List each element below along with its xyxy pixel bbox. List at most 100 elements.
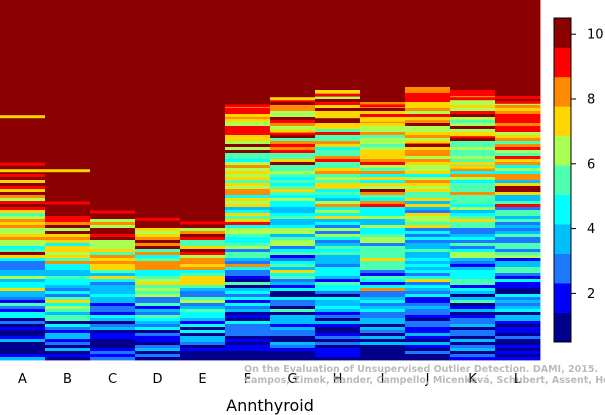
heatmap-cell	[90, 324, 136, 328]
heatmap-cell	[180, 282, 226, 286]
heatmap-cell	[360, 228, 406, 232]
heatmap-cell	[405, 195, 451, 199]
heatmap-cell	[405, 147, 451, 151]
heatmap-cell	[270, 57, 316, 61]
heatmap-cell	[270, 111, 316, 115]
heatmap-cell	[45, 135, 91, 139]
heatmap-cell	[270, 237, 316, 241]
heatmap-cell	[0, 282, 46, 286]
heatmap-cell	[180, 120, 226, 124]
heatmap-cell	[315, 237, 361, 241]
heatmap-cell	[225, 99, 271, 103]
heatmap-cell	[315, 84, 361, 88]
heatmap-cell	[315, 249, 361, 253]
heatmap-cell	[225, 39, 271, 43]
heatmap-cell	[90, 171, 136, 175]
heatmap-cell	[225, 18, 271, 22]
heatmap-cell	[45, 105, 91, 109]
heatmap-cell	[270, 186, 316, 190]
heatmap-cell	[360, 156, 406, 160]
heatmap-cell	[45, 276, 91, 280]
heatmap-cell	[90, 300, 136, 304]
heatmap-cell	[45, 297, 91, 301]
heatmap-cell	[270, 27, 316, 31]
heatmap-cell	[45, 156, 91, 160]
heatmap-cell	[270, 336, 316, 340]
heatmap-cell	[45, 9, 91, 13]
heatmap-cell	[0, 78, 46, 82]
heatmap-cell	[180, 276, 226, 280]
heatmap-cell	[270, 327, 316, 331]
heatmap-cell	[495, 162, 541, 166]
heatmap-cell	[90, 312, 136, 316]
heatmap-cell	[360, 60, 406, 64]
heatmap-cell	[315, 90, 361, 94]
heatmap-cell	[360, 144, 406, 148]
heatmap-cell	[180, 48, 226, 52]
heatmap-cell	[405, 327, 451, 331]
heatmap-cell	[0, 117, 46, 121]
heatmap-band-yellow	[270, 129, 316, 133]
heatmap-cell	[405, 312, 451, 316]
heatmap-cell	[45, 30, 91, 34]
heatmap-cell	[135, 57, 181, 61]
heatmap-cell	[180, 294, 226, 298]
heatmap-cell	[90, 249, 136, 253]
heatmap-cell	[315, 288, 361, 292]
heatmap-cell	[450, 123, 496, 127]
heatmap-cell	[0, 216, 46, 220]
heatmap-cell	[45, 252, 91, 256]
heatmap-cell	[495, 324, 541, 328]
heatmap-cell	[225, 255, 271, 259]
x-tick-label-a: A	[18, 372, 27, 387]
heatmap-cell	[0, 87, 46, 91]
heatmap-cell	[360, 246, 406, 250]
heatmap-cell	[360, 213, 406, 217]
heatmap-cell	[405, 213, 451, 217]
heatmap-cell	[180, 147, 226, 151]
heatmap-cell	[270, 48, 316, 52]
heatmap-cell	[270, 15, 316, 19]
heatmap-cell	[45, 306, 91, 310]
heatmap-cell	[360, 324, 406, 328]
heatmap-grid	[0, 0, 541, 361]
heatmap-cell	[315, 123, 361, 127]
heatmap-cell	[135, 288, 181, 292]
heatmap-cell	[0, 321, 46, 325]
heatmap-cell	[45, 309, 91, 313]
heatmap-cell	[45, 12, 91, 16]
heatmap-cell	[45, 303, 91, 307]
heatmap-cell	[270, 150, 316, 154]
heatmap-band-yellow	[405, 104, 451, 108]
heatmap-cell	[405, 291, 451, 295]
heatmap-cell	[270, 291, 316, 295]
heatmap-cell	[0, 147, 46, 151]
heatmap-cell	[270, 123, 316, 127]
heatmap-cell	[405, 42, 451, 46]
heatmap-cell	[135, 213, 181, 217]
heatmap-cell	[180, 252, 226, 256]
heatmap-cell	[495, 180, 541, 184]
colorbar	[553, 17, 572, 343]
heatmap-cell	[135, 258, 181, 262]
heatmap-cell	[90, 297, 136, 301]
heatmap-cell	[495, 153, 541, 157]
heatmap-cell	[405, 0, 451, 4]
heatmap-cell	[90, 114, 136, 118]
heatmap-cell	[405, 228, 451, 232]
heatmap-cell	[0, 237, 46, 241]
heatmap-cell	[360, 333, 406, 337]
heatmap-cell	[270, 132, 316, 136]
heatmap-band-red	[45, 201, 91, 205]
heatmap-cell	[135, 273, 181, 277]
heatmap-cell	[495, 171, 541, 175]
heatmap-cell	[0, 246, 46, 250]
heatmap-cell	[450, 306, 496, 310]
heatmap-cell	[180, 273, 226, 277]
heatmap-cell	[315, 231, 361, 235]
heatmap-cell	[495, 81, 541, 85]
heatmap-cell	[405, 321, 451, 325]
heatmap-cell	[450, 276, 496, 280]
heatmap-cell	[405, 315, 451, 319]
heatmap-cell	[450, 48, 496, 52]
